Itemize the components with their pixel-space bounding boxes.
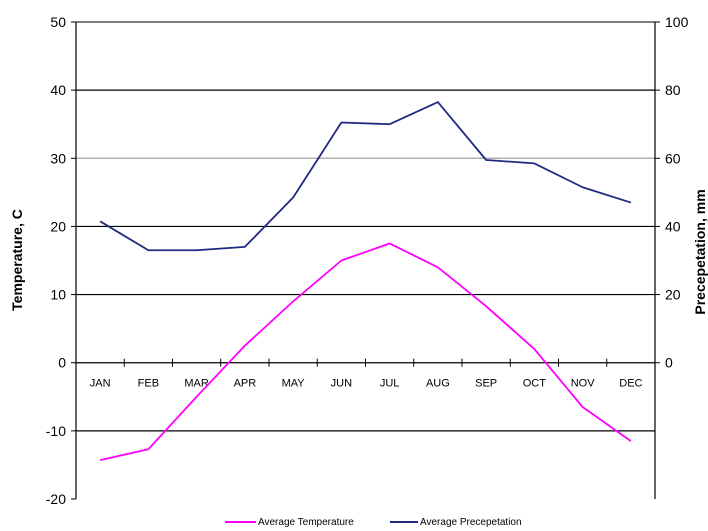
right-tick-label: 60 bbox=[665, 150, 681, 166]
left-tick-label: -10 bbox=[46, 423, 66, 439]
legend-label-temperature: Average Temperature bbox=[258, 517, 354, 528]
category-label: SEP bbox=[475, 378, 497, 390]
category-label: JUL bbox=[380, 378, 400, 390]
gridlines bbox=[76, 89, 655, 432]
category-label: MAR bbox=[184, 378, 209, 390]
series-lines bbox=[99, 101, 632, 462]
left-axis-title: Temperature, C bbox=[9, 209, 25, 311]
axes bbox=[75, 21, 656, 499]
right-tick-label: 0 bbox=[665, 355, 673, 371]
right-tick-label: 40 bbox=[665, 218, 681, 234]
right-tick-label: 20 bbox=[665, 287, 681, 303]
category-label: JAN bbox=[90, 378, 111, 390]
left-tick-label: -20 bbox=[46, 491, 66, 507]
left-tick-label: 0 bbox=[58, 355, 66, 371]
left-tick-label: 40 bbox=[50, 82, 66, 98]
left-tick-label: 50 bbox=[50, 14, 66, 30]
legend-label-precipitation: Average Precepetation bbox=[420, 517, 522, 528]
category-label: JUN bbox=[331, 378, 352, 390]
category-ticks: JAN FEB MAR APR MAY JUN JUL AUG SEP OCT NOV DEC bbox=[75, 358, 656, 390]
legend: Average Temperature Average Precepetatio… bbox=[225, 517, 522, 528]
series-line-temperature bbox=[99, 242, 632, 462]
series-line-precipitation bbox=[99, 101, 632, 252]
category-label: APR bbox=[234, 378, 257, 390]
right-axis-ticks: 0 20 40 60 80 100 bbox=[655, 14, 689, 371]
category-label: FEB bbox=[138, 378, 159, 390]
category-label: DEC bbox=[619, 378, 642, 390]
left-tick-label: 30 bbox=[50, 150, 66, 166]
category-label: AUG bbox=[426, 378, 450, 390]
category-label: MAY bbox=[282, 378, 306, 390]
left-axis-ticks: -20 -10 0 10 20 30 40 50 bbox=[46, 14, 76, 507]
left-tick-label: 10 bbox=[50, 287, 66, 303]
category-label: NOV bbox=[571, 378, 596, 390]
category-label: OCT bbox=[523, 378, 547, 390]
left-tick-label: 20 bbox=[50, 218, 66, 234]
right-tick-label: 80 bbox=[665, 82, 681, 98]
right-tick-label: 100 bbox=[665, 14, 689, 30]
right-axis-title: Precepetation, mm bbox=[692, 189, 708, 314]
